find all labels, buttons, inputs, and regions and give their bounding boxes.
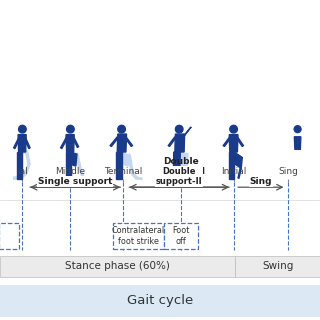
Polygon shape xyxy=(117,134,126,152)
Polygon shape xyxy=(110,137,118,147)
Text: Double
support-II: Double support-II xyxy=(156,156,206,176)
Polygon shape xyxy=(223,137,231,147)
Polygon shape xyxy=(70,152,77,166)
FancyBboxPatch shape xyxy=(0,223,19,249)
Circle shape xyxy=(294,126,301,132)
Polygon shape xyxy=(14,138,20,149)
Polygon shape xyxy=(179,152,187,166)
Circle shape xyxy=(19,125,26,133)
Text: Stance phase (60%): Stance phase (60%) xyxy=(65,261,170,271)
Circle shape xyxy=(230,125,237,133)
Text: Terminal: Terminal xyxy=(104,167,142,176)
Text: Gait cycle: Gait cycle xyxy=(127,294,193,307)
Text: Sing: Sing xyxy=(250,177,272,186)
Polygon shape xyxy=(66,135,74,152)
Text: Middle: Middle xyxy=(55,167,85,176)
Polygon shape xyxy=(238,168,241,178)
Polygon shape xyxy=(73,137,79,148)
FancyBboxPatch shape xyxy=(164,223,198,249)
Polygon shape xyxy=(182,127,191,138)
FancyBboxPatch shape xyxy=(0,256,235,277)
Circle shape xyxy=(118,125,125,133)
Polygon shape xyxy=(173,152,180,179)
Polygon shape xyxy=(121,152,129,166)
Text: ial: ial xyxy=(17,167,28,176)
Polygon shape xyxy=(168,137,176,147)
Polygon shape xyxy=(17,152,22,179)
Text: Sing: Sing xyxy=(278,167,298,176)
Polygon shape xyxy=(60,137,68,149)
Polygon shape xyxy=(66,152,71,179)
Circle shape xyxy=(67,125,74,133)
Polygon shape xyxy=(116,152,122,179)
Text: Swing: Swing xyxy=(262,261,293,271)
Polygon shape xyxy=(175,134,185,152)
Text: Contralateral
foot strike: Contralateral foot strike xyxy=(112,226,165,246)
Polygon shape xyxy=(125,137,132,147)
FancyBboxPatch shape xyxy=(235,256,320,277)
FancyBboxPatch shape xyxy=(113,223,164,249)
Polygon shape xyxy=(18,135,26,152)
Text: Single support: Single support xyxy=(38,177,112,186)
Circle shape xyxy=(175,125,183,133)
Polygon shape xyxy=(294,137,301,149)
Text: Initial: Initial xyxy=(221,167,246,176)
Polygon shape xyxy=(25,138,30,149)
Text: Foot
off: Foot off xyxy=(172,226,189,246)
FancyBboxPatch shape xyxy=(0,285,320,317)
Polygon shape xyxy=(229,135,238,152)
Polygon shape xyxy=(229,152,234,179)
Polygon shape xyxy=(233,152,242,168)
Polygon shape xyxy=(236,137,244,147)
Text: Double
support-II: Double support-II xyxy=(156,166,203,186)
